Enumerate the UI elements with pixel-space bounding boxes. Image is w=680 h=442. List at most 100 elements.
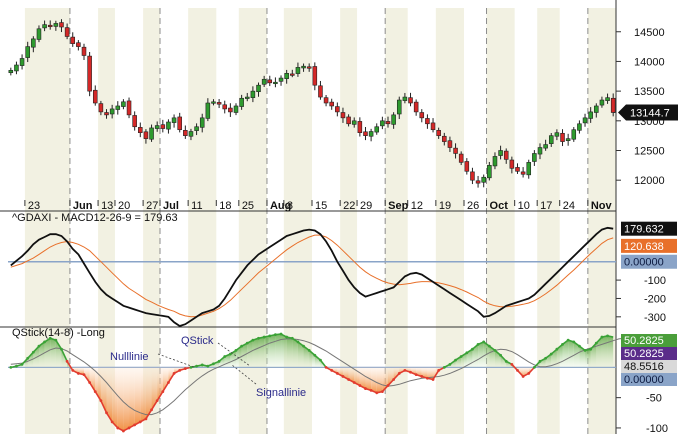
- qstick-negative-area: [376, 367, 383, 393]
- x-tick-label: 15: [315, 200, 327, 212]
- qstick-negative-area: [134, 367, 141, 425]
- candle: [335, 106, 340, 113]
- qstick-positive-area: [303, 346, 310, 368]
- qstick-line-segment: [60, 348, 68, 362]
- candle: [59, 22, 64, 28]
- candle: [154, 125, 160, 129]
- qstick-line-segment: [162, 382, 170, 393]
- qstick-point: [234, 349, 238, 352]
- candle: [374, 126, 380, 133]
- qstick-line-segment: [55, 339, 63, 350]
- value-badge: [621, 238, 677, 253]
- candle: [442, 135, 447, 142]
- qstick-point: [409, 370, 412, 374]
- value-badge: [621, 254, 677, 269]
- candle: [70, 36, 76, 44]
- qstick-point: [296, 340, 300, 344]
- qstick-point: [476, 342, 480, 346]
- candle: [453, 147, 458, 154]
- qstick-positive-area: [275, 334, 282, 368]
- qstick-point: [566, 338, 570, 342]
- qstick-point: [572, 340, 576, 344]
- value-badge: [621, 347, 677, 360]
- value-badge: [621, 360, 677, 373]
- qstick-point: [290, 336, 294, 340]
- qstick-positive-area: [601, 335, 608, 368]
- candle: [363, 131, 368, 136]
- candle: [571, 129, 577, 140]
- qstick-point: [341, 375, 345, 378]
- qstick-positive-area: [540, 358, 546, 368]
- qstick-point: [532, 365, 536, 369]
- value-label: 50.2825: [624, 335, 664, 347]
- qstick-point: [375, 391, 379, 395]
- qstick-point: [414, 373, 418, 377]
- last-price-marker: [618, 104, 678, 121]
- qstick-point: [594, 341, 598, 345]
- qstick-point: [245, 341, 249, 345]
- qstick-point: [606, 334, 609, 338]
- x-tick-label: 23: [28, 200, 40, 212]
- candle: [138, 127, 143, 133]
- candle: [42, 24, 47, 29]
- candle: [577, 123, 582, 131]
- qstick-point: [285, 335, 289, 339]
- qstick-point: [99, 399, 103, 403]
- candle: [447, 140, 453, 148]
- candle: [244, 96, 250, 99]
- candle: [109, 108, 115, 115]
- candle: [87, 55, 92, 92]
- qstick-point: [127, 426, 131, 430]
- candle: [64, 27, 70, 37]
- y-tick-label: -100: [644, 275, 666, 287]
- candle: [498, 150, 503, 156]
- qstick-point: [31, 350, 35, 354]
- candle: [481, 176, 486, 183]
- annotation-leader: [157, 353, 196, 368]
- qstick-point: [397, 372, 401, 375]
- y-tick-label: -200: [644, 293, 666, 305]
- candle: [340, 112, 346, 119]
- qstick-point: [521, 375, 525, 378]
- qstick-point: [516, 369, 519, 372]
- candle: [216, 102, 222, 105]
- qstick-point: [116, 426, 120, 430]
- qstick-positive-area: [213, 361, 220, 368]
- qstick-negative-area: [151, 367, 158, 410]
- qstick-positive-area: [292, 338, 298, 368]
- x-tick-label: 26: [467, 200, 479, 212]
- candle: [160, 124, 166, 129]
- qstick-point: [448, 362, 452, 366]
- qstick-point: [504, 359, 508, 363]
- qstick-point: [71, 369, 75, 372]
- y-axis: 12000125001300013500140001450013144.7-30…: [616, 27, 678, 435]
- candle: [408, 97, 413, 104]
- candle: [14, 64, 19, 72]
- x-tick-label: 13: [101, 200, 113, 212]
- y-tick-label: -100: [646, 423, 668, 435]
- qstick-point: [37, 344, 41, 348]
- qstick-point: [144, 417, 148, 421]
- candle: [183, 130, 188, 136]
- qstick-positive-area: [607, 335, 614, 368]
- x-tick-label: Oct: [490, 200, 509, 212]
- qstick-line-segment: [94, 391, 102, 402]
- annotation-nulllinie: Nulllinie: [110, 351, 149, 363]
- candle: [194, 126, 199, 131]
- qstick-point: [544, 356, 548, 360]
- x-tick-label: Nov: [591, 200, 613, 212]
- value-label: 48.5516: [624, 361, 664, 373]
- qstick-point: [43, 340, 46, 344]
- qstick-point: [426, 376, 429, 380]
- qstick-positive-area: [281, 334, 287, 368]
- qstick-line-segment: [83, 374, 91, 383]
- qstick-point: [65, 359, 69, 363]
- qstick-point: [60, 347, 63, 351]
- qstick-point: [76, 372, 80, 375]
- week-band: [587, 8, 616, 434]
- candle: [487, 165, 492, 179]
- qstick-point: [223, 355, 227, 358]
- qstick-point: [392, 378, 396, 381]
- candle: [419, 112, 425, 119]
- qstick-negative-area: [359, 367, 366, 389]
